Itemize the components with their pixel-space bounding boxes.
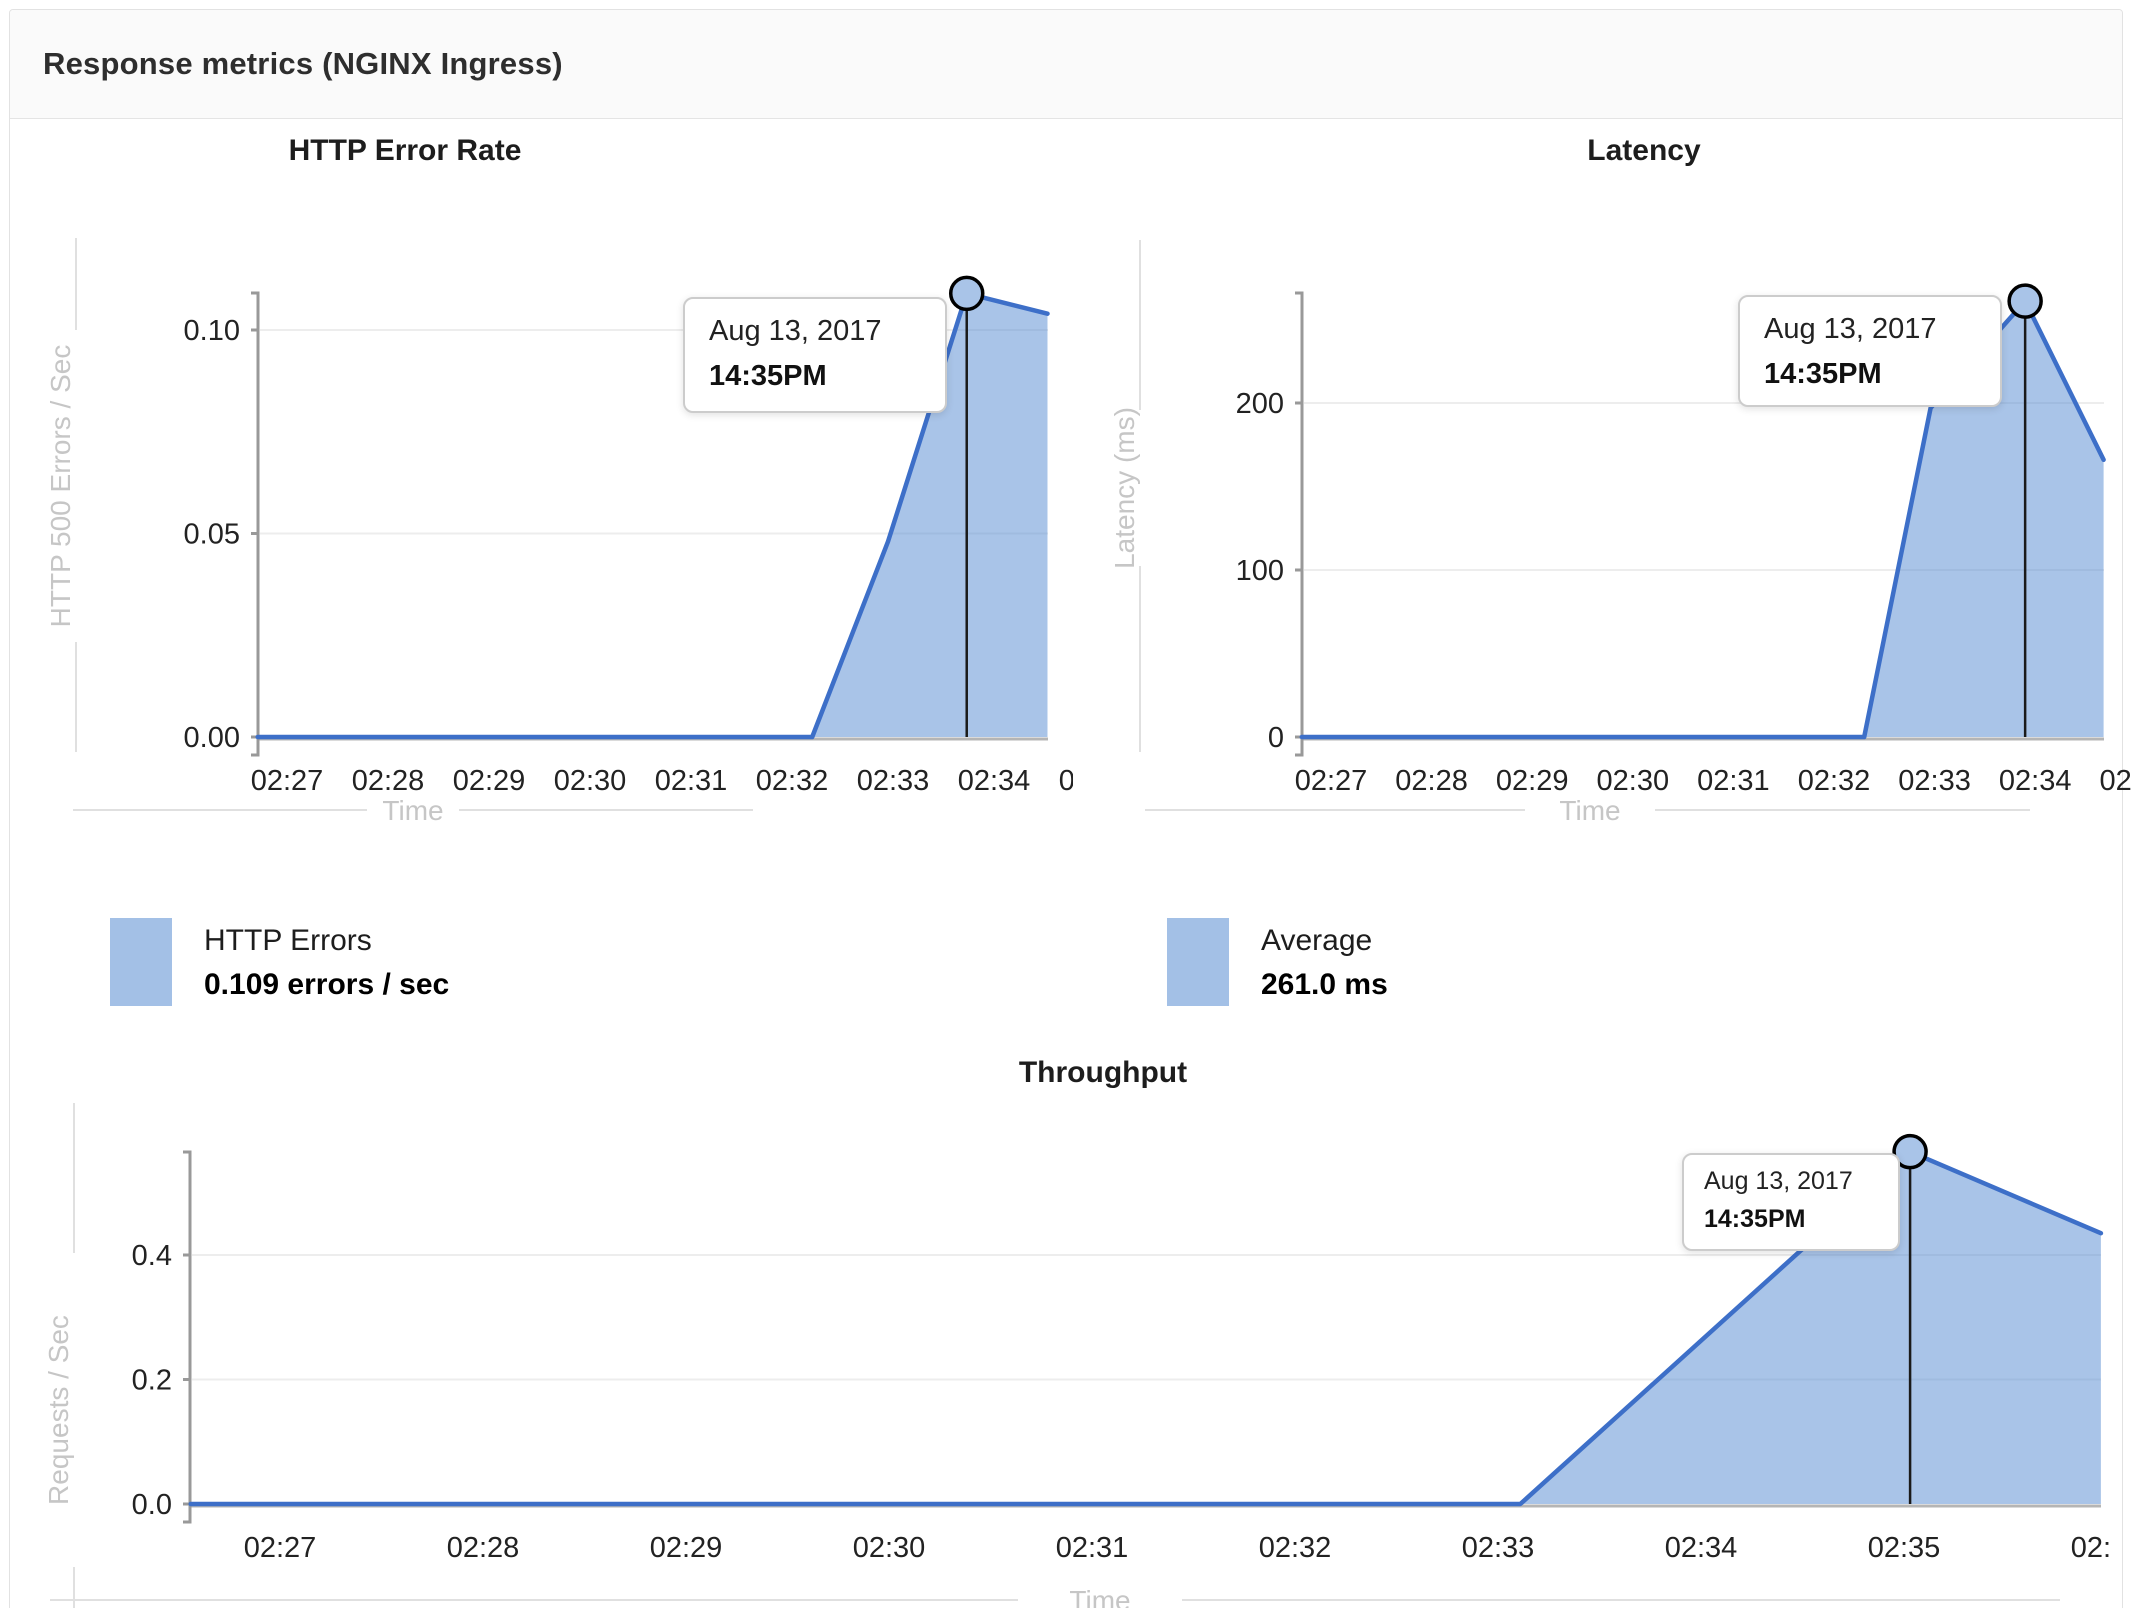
y-axis-line <box>251 291 260 757</box>
legend-swatch-icon <box>110 918 172 1006</box>
y-tick-label: 0 <box>1268 722 1284 754</box>
chart-http-error-rate[interactable]: 0.00 0.05 0.10 02:27 02:28 02:29 02:30 02:31 02:… <box>20 128 1073 900</box>
tooltip-time: 14:35PM <box>709 360 827 393</box>
legend-text: Average 261.0 ms <box>1261 918 1388 1006</box>
legend-label: Average <box>1261 924 1373 957</box>
data-point-marker <box>2007 283 2043 319</box>
y-tick-label: 0.0 <box>132 1489 172 1521</box>
chart-title: Throughput <box>1019 1056 1187 1089</box>
series-line <box>1299 298 2106 740</box>
x-tick-label: 02:27 <box>244 1532 317 1564</box>
legend-value: 0.109 errors / sec <box>204 968 450 1001</box>
series-area <box>1301 301 2104 737</box>
x-tick-label: 02:27 <box>251 765 324 797</box>
x-axis-title: Time <box>1559 795 1620 826</box>
series-area <box>257 293 1048 737</box>
x-tick-label: 02:34 <box>1999 765 2072 797</box>
y-axis-line <box>1295 291 1304 757</box>
x-tick-label: 02:30 <box>1597 765 1670 797</box>
x-tick-label: 02:29 <box>453 765 526 797</box>
series-area <box>190 1151 2101 1504</box>
data-point-marker <box>1892 1133 1928 1170</box>
y-tick-label: 0.4 <box>132 1240 172 1272</box>
y-tick-label: 0.00 <box>184 722 240 754</box>
x-tick-label: 02:34 <box>958 765 1031 797</box>
chart-throughput[interactable]: 0.0 0.2 0.4 02:27 02:28 02:29 02:30 02:31 02:32 0… <box>20 1040 2110 1608</box>
tooltip-throughput: Aug 13, 2017 14:35PM <box>1682 1153 1900 1251</box>
y-axis-title: Requests / Sec <box>43 1315 74 1505</box>
tooltip-date: Aug 13, 2017 <box>1764 313 1937 345</box>
y-tick-label: 0.2 <box>132 1365 172 1397</box>
x-axis-title: Time <box>1069 1585 1130 1608</box>
x-tick-label: 02:31 <box>1697 765 1770 797</box>
series-line <box>188 1149 2104 1507</box>
tooltip-date: Aug 13, 2017 <box>709 315 882 347</box>
x-tick-label: 02:36 <box>2071 1532 2110 1564</box>
legend-average-latency: Average 261.0 ms <box>1167 918 1388 1006</box>
series-line <box>255 291 1050 740</box>
x-tick-label: 02:33 <box>1898 765 1971 797</box>
card-header: Response metrics (NGINX Ingress) <box>10 10 2122 119</box>
x-tick-label: 02:35 <box>2100 765 2134 797</box>
data-point-marker <box>948 275 985 312</box>
x-tick-label: 02:35 <box>1868 1532 1941 1564</box>
chart-title: HTTP Error Rate <box>289 134 522 167</box>
chart-latency[interactable]: 0 100 200 02:27 02:28 02:29 02:30 02:31 02:32 02:… <box>1083 128 2134 900</box>
x-tick-label: 02:29 <box>650 1532 723 1564</box>
y-tick-label: 200 <box>1236 388 1284 420</box>
x-tick-label: 02:27 <box>1295 765 1368 797</box>
x-tick-label: 02:33 <box>1462 1532 1535 1564</box>
x-axis-title: Time <box>382 795 443 826</box>
x-tick-label: 02:33 <box>857 765 930 797</box>
x-tick-label: 02:29 <box>1496 765 1569 797</box>
legend-text: HTTP Errors 0.109 errors / sec <box>204 918 449 1006</box>
x-tick-label: 02:31 <box>1056 1532 1129 1564</box>
x-tick-label: 02:30 <box>853 1532 926 1564</box>
x-tick-label: 02:32 <box>756 765 829 797</box>
x-tick-label: 02:28 <box>1395 765 1468 797</box>
legend-http-errors: HTTP Errors 0.109 errors / sec <box>110 918 449 1006</box>
chart-title: Latency <box>1587 134 1701 167</box>
y-axis-line <box>183 1150 192 1524</box>
x-tick-label: 02:30 <box>554 765 627 797</box>
x-tick-label: 02:31 <box>655 765 728 797</box>
y-tick-label: 100 <box>1236 555 1284 587</box>
y-axis-title: Latency (ms) <box>1109 407 1140 569</box>
x-tick-label: 02:34 <box>1665 1532 1738 1564</box>
tooltip-http-error-rate: Aug 13, 2017 14:35PM <box>683 297 947 413</box>
y-tick-label: 0.10 <box>184 315 240 347</box>
x-tick-label: 02:32 <box>1798 765 1871 797</box>
x-tick-label: 02:32 <box>1259 1532 1332 1564</box>
legend-label: HTTP Errors <box>204 924 372 957</box>
card-title: Response metrics (NGINX Ingress) <box>43 46 563 81</box>
x-tick-label: 02:28 <box>447 1532 520 1564</box>
y-tick-label: 0.05 <box>184 519 240 551</box>
x-tick-label: 02:28 <box>352 765 425 797</box>
legend-swatch-icon <box>1167 918 1229 1006</box>
response-metrics-card: Response metrics (NGINX Ingress) 0.00 0.0… <box>9 9 2134 1608</box>
tooltip-latency: Aug 13, 2017 14:35PM <box>1738 295 2002 407</box>
legend-value: 261.0 ms <box>1261 968 1388 1001</box>
tooltip-time: 14:35PM <box>1704 1204 1806 1233</box>
x-tick-label: 02:35 <box>1059 765 1073 797</box>
tooltip-date: Aug 13, 2017 <box>1704 1167 1853 1195</box>
tooltip-time: 14:35PM <box>1764 358 1882 391</box>
y-axis-title: HTTP 500 Errors / Sec <box>45 345 76 628</box>
